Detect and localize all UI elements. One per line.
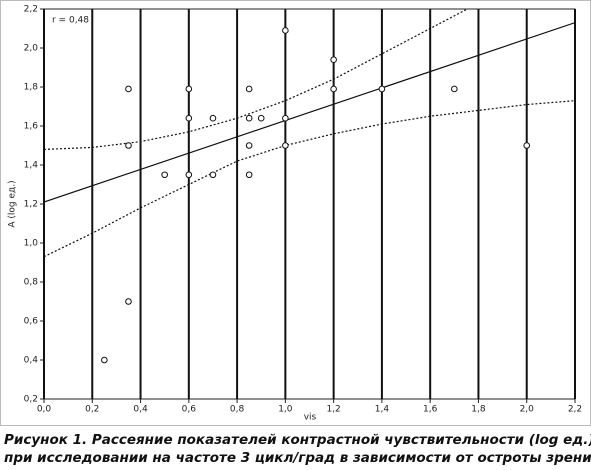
x-tick-label: 1,6 xyxy=(423,405,438,415)
annotation: r = 0,48 xyxy=(52,16,89,26)
x-tick-label: 0,0 xyxy=(37,405,52,415)
y-tick-label: 1,2 xyxy=(24,200,38,210)
point xyxy=(101,356,108,364)
y-tick-label: 0,4 xyxy=(24,356,39,366)
point xyxy=(282,114,289,122)
point xyxy=(209,114,217,122)
y-tick-label: 0,8 xyxy=(24,278,39,288)
x-tick-label: 0,6 xyxy=(182,405,197,415)
y-tick-label: 1,6 xyxy=(24,122,39,132)
point xyxy=(523,142,531,149)
point xyxy=(161,171,168,179)
y-tick-label: 1,8 xyxy=(24,83,39,93)
caption-line: при исследовании на частоте 3 цикл/град … xyxy=(4,450,591,466)
point xyxy=(245,171,253,179)
y-tick-label: 0,2 xyxy=(24,395,38,405)
y-tick-label: 0,6 xyxy=(24,317,39,327)
point xyxy=(185,114,193,122)
point xyxy=(125,142,132,149)
point xyxy=(209,171,217,179)
y-tick-label: 2,0 xyxy=(24,44,39,54)
point xyxy=(330,56,337,64)
point xyxy=(282,27,289,34)
x-tick-label: 0,8 xyxy=(230,405,245,415)
fit-line xyxy=(44,9,469,150)
y-tick-label: 2,2 xyxy=(24,5,38,15)
y-tick-label: 1,0 xyxy=(24,239,39,249)
point xyxy=(257,114,265,122)
point xyxy=(245,142,253,149)
point xyxy=(330,85,337,93)
point xyxy=(378,85,386,93)
y-axis-label: A (log ед.) xyxy=(8,180,18,227)
plot-lines xyxy=(44,9,575,258)
chart-frame xyxy=(0,0,591,426)
y-tick-label: 1,4 xyxy=(24,161,39,171)
x-tick-label: 2,2 xyxy=(568,405,582,415)
point xyxy=(245,85,253,93)
x-tick-label: 0,4 xyxy=(133,405,148,415)
x-axis-label: vis xyxy=(304,413,317,423)
point xyxy=(245,114,253,122)
point xyxy=(125,85,132,93)
point xyxy=(451,85,458,93)
x-tick-label: 2,0 xyxy=(520,405,535,415)
point xyxy=(185,171,193,179)
point xyxy=(125,298,132,305)
point xyxy=(185,85,193,93)
x-tick-label: 1,8 xyxy=(471,405,486,415)
x-tick-label: 1,0 xyxy=(278,405,293,415)
x-tick-label: 1,4 xyxy=(375,405,390,415)
caption-line: Рисунок 1. Рассеяние показателей контрас… xyxy=(4,432,591,448)
x-tick-label: 1,2 xyxy=(326,405,340,415)
fit-line xyxy=(44,22,575,203)
x-tick-label: 0,2 xyxy=(85,405,99,415)
point xyxy=(282,142,289,149)
